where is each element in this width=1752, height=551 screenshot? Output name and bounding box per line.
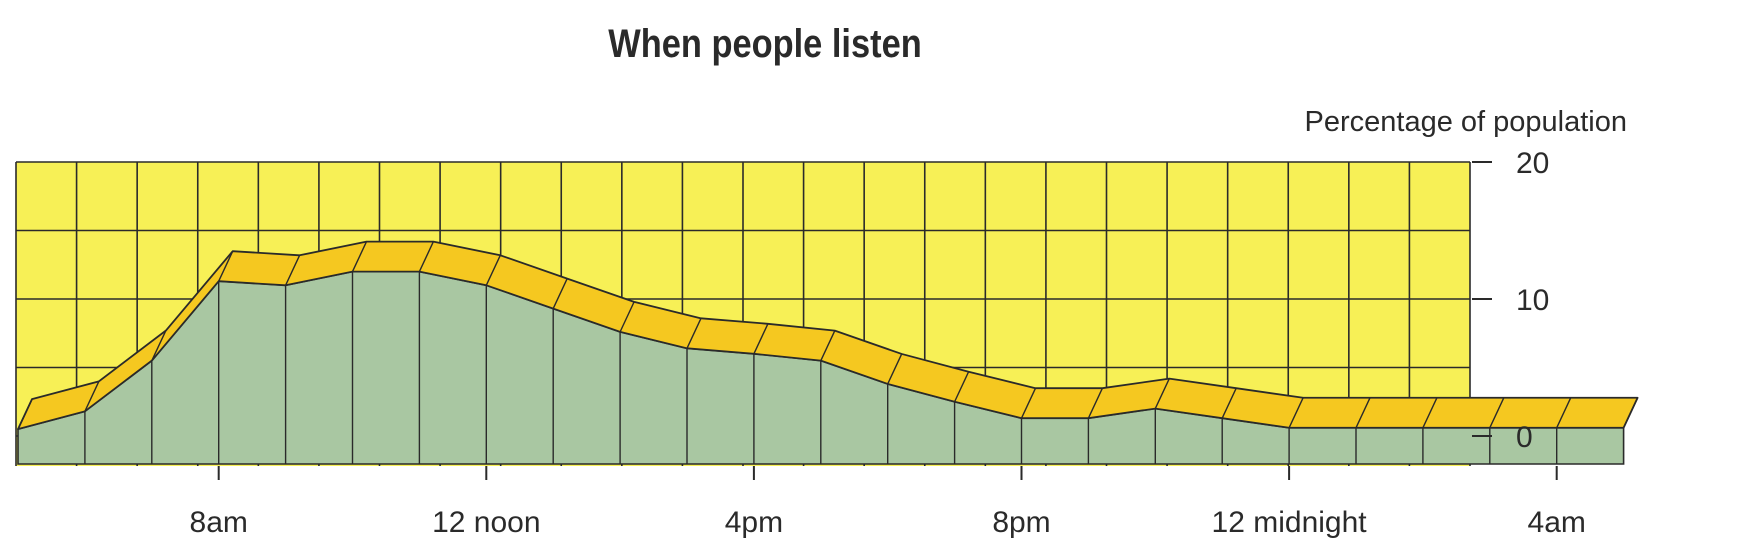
y-tick-label: 10 bbox=[1516, 284, 1549, 317]
x-tick-label: 4pm bbox=[725, 506, 783, 539]
x-tick-label: 4am bbox=[1528, 506, 1586, 539]
y-tick-label: 20 bbox=[1516, 147, 1549, 180]
y-axis-label: Percentage of population bbox=[1305, 106, 1627, 138]
series-point bbox=[218, 250, 234, 282]
series-point bbox=[151, 330, 167, 361]
series-point bbox=[485, 255, 501, 286]
series-point bbox=[1288, 397, 1304, 429]
series-point bbox=[284, 255, 301, 286]
series-point bbox=[619, 301, 635, 333]
series-point bbox=[953, 371, 970, 403]
series-point bbox=[552, 278, 568, 309]
x-tick-label: 12 midnight bbox=[1212, 506, 1368, 539]
series-point bbox=[686, 318, 702, 349]
series-point bbox=[753, 323, 769, 355]
series-point bbox=[1422, 397, 1438, 429]
series-point bbox=[1154, 378, 1170, 409]
series-point bbox=[1556, 397, 1572, 429]
x-tick-label: 12 noon bbox=[432, 506, 540, 539]
series-point bbox=[887, 353, 903, 385]
y-tick-label: 0 bbox=[1516, 421, 1533, 454]
series-point bbox=[84, 381, 100, 412]
chart-title: When people listen bbox=[608, 22, 922, 66]
series-point bbox=[418, 241, 435, 272]
series-point bbox=[17, 398, 33, 430]
series-point bbox=[1355, 397, 1371, 429]
series-point bbox=[1087, 387, 1104, 419]
series-point bbox=[1020, 387, 1037, 419]
x-tick-label: 8am bbox=[190, 506, 248, 539]
series-point bbox=[1489, 397, 1505, 429]
series-point bbox=[1622, 397, 1639, 429]
x-tick-label: 8pm bbox=[992, 506, 1050, 539]
series-point bbox=[820, 330, 836, 361]
series-point bbox=[1221, 387, 1237, 419]
series-point bbox=[351, 241, 368, 272]
